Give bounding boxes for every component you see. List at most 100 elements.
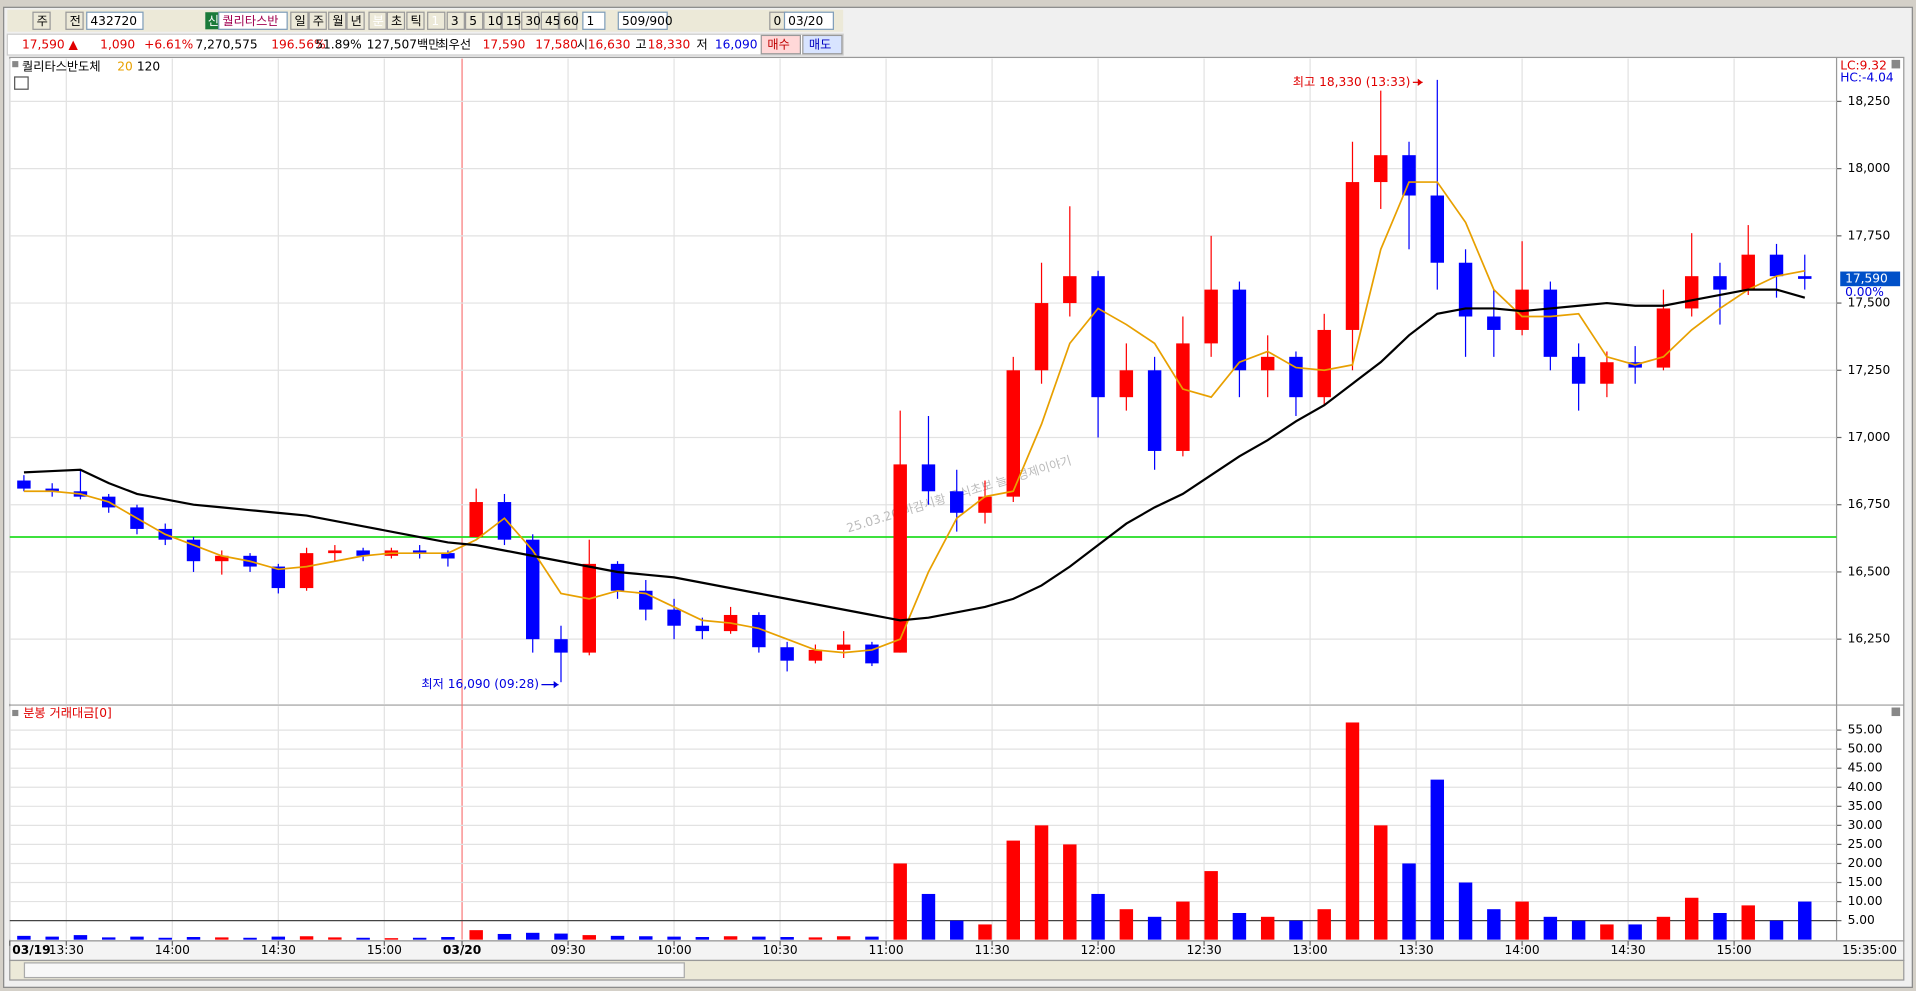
input-box[interactable]: [86, 11, 144, 30]
toolbar-item[interactable]: 509/900: [622, 14, 673, 28]
toolbar-button[interactable]: [308, 11, 327, 30]
toolbar-button[interactable]: [483, 11, 502, 30]
toolbar-button[interactable]: [521, 11, 540, 30]
y-tick-label: 18,250: [1848, 94, 1891, 108]
candle-body: [441, 553, 455, 559]
volume-bar: [1713, 913, 1727, 940]
toolbar-item[interactable]: 분: [373, 14, 384, 28]
toolbar-item[interactable]: 45: [545, 14, 561, 28]
quote-item[interactable]: 매수: [767, 38, 789, 52]
volume-bar: [836, 936, 851, 940]
volume-bar: [1458, 882, 1473, 940]
input-box[interactable]: [617, 11, 668, 30]
quote-item: 7,270,575: [196, 38, 258, 52]
trade-button[interactable]: [760, 34, 801, 55]
volume-bar: [412, 937, 427, 940]
tag-box[interactable]: [205, 12, 220, 30]
volume-bar: [497, 933, 512, 940]
volume-bar: [101, 937, 116, 940]
toolbar-item[interactable]: 일: [294, 14, 305, 28]
toolbar-button[interactable]: [406, 11, 425, 30]
toolbar-item[interactable]: 10: [488, 14, 504, 28]
candle-body: [1741, 254, 1755, 290]
toolbar-button[interactable]: [346, 11, 365, 30]
toolbar-item[interactable]: 1: [587, 14, 595, 28]
y-tick-label: 35.00: [1848, 799, 1883, 813]
quote-item: 17,580: [535, 38, 578, 52]
toolbar-button[interactable]: [540, 11, 560, 30]
volume-bar: [582, 935, 596, 940]
toolbar-item[interactable]: 0: [773, 14, 781, 28]
x-tick-label: 09:30: [550, 943, 585, 957]
toolbar-button[interactable]: [427, 11, 446, 30]
volume-bar: [554, 933, 568, 940]
toolbar-item[interactable]: 월: [332, 14, 343, 28]
volume-bar: [1006, 840, 1020, 940]
candle-body: [1430, 195, 1445, 263]
toolbar-button[interactable]: [368, 11, 387, 30]
toolbar-item[interactable]: 주: [37, 14, 48, 28]
toolbar-button[interactable]: [446, 11, 465, 30]
chart-title: 퀄리타스반도체: [22, 60, 101, 74]
candle-body: [299, 553, 314, 589]
toolbar-item[interactable]: 03/20: [788, 14, 823, 28]
toolbar-button[interactable]: [501, 11, 520, 30]
toolbar-button[interactable]: [559, 11, 578, 30]
panel-icon[interactable]: [1891, 707, 1901, 717]
input-box[interactable]: [783, 11, 834, 30]
toolbar-item[interactable]: 신: [208, 14, 219, 28]
toolbar-item[interactable]: 60: [563, 14, 579, 28]
toolbar-item[interactable]: 432720: [90, 14, 137, 28]
panel-icon[interactable]: [1891, 59, 1901, 69]
toolbar-item[interactable]: 틱: [411, 14, 422, 28]
trade-button[interactable]: [802, 34, 843, 55]
toolbar-item[interactable]: 주: [313, 14, 324, 28]
y-tick-label: 10.00: [1848, 894, 1883, 908]
toolbar-button[interactable]: [386, 11, 406, 30]
volume-bar: [808, 937, 823, 940]
toolbar-item[interactable]: 전: [70, 14, 81, 28]
volume-bar: [1684, 897, 1699, 940]
candle-body: [1119, 370, 1134, 398]
volume-bar: [639, 936, 653, 940]
x-tick-label: 14:00: [155, 943, 190, 957]
toolbar-button[interactable]: [65, 11, 84, 30]
volume-bar: [780, 937, 794, 940]
volume-bar: [1119, 909, 1134, 940]
volume-bar: [1289, 920, 1303, 940]
x-tick-label: 13:30: [49, 943, 84, 957]
toolbar-item[interactable]: 퀄리타스반: [222, 14, 278, 28]
volume-bar: [610, 935, 625, 940]
candle-body: [1713, 276, 1727, 290]
input-box[interactable]: [582, 11, 606, 30]
toolbar-item[interactable]: 15: [506, 14, 522, 28]
candle-body: [1458, 262, 1473, 317]
candle-body: [328, 550, 342, 554]
volume-bar: [1374, 825, 1388, 940]
x-tick-label: 12:00: [1080, 943, 1115, 957]
input-box[interactable]: [218, 11, 288, 30]
toolbar-button[interactable]: [32, 11, 51, 30]
toolbar-item[interactable]: 3: [451, 14, 459, 28]
volume-bar: [1345, 722, 1360, 940]
grid-icon[interactable]: [14, 76, 29, 90]
toolbar-item[interactable]: 1: [431, 14, 439, 28]
x-tick-label: 13:30: [1399, 943, 1434, 957]
scroll-thumb[interactable]: [23, 962, 685, 979]
toolbar-item[interactable]: 초: [391, 14, 402, 28]
toolbar-button[interactable]: [328, 11, 347, 30]
x-tick-label: 11:00: [868, 943, 903, 957]
candle-body: [1317, 329, 1331, 398]
toolbar-item[interactable]: 년: [351, 14, 362, 28]
candle-body: [978, 496, 992, 513]
toolbar-button[interactable]: [464, 11, 484, 30]
volume-bar: [667, 936, 681, 940]
candle-body: [554, 639, 568, 653]
volume-bar: [978, 924, 992, 940]
toolbar-item[interactable]: 30: [525, 14, 541, 28]
quote-item: 고: [635, 38, 646, 52]
volume-bar: [950, 920, 964, 940]
toolbar-button[interactable]: [290, 11, 309, 30]
toolbar-item[interactable]: 5: [469, 14, 477, 28]
quote-item[interactable]: 매도: [809, 38, 831, 52]
